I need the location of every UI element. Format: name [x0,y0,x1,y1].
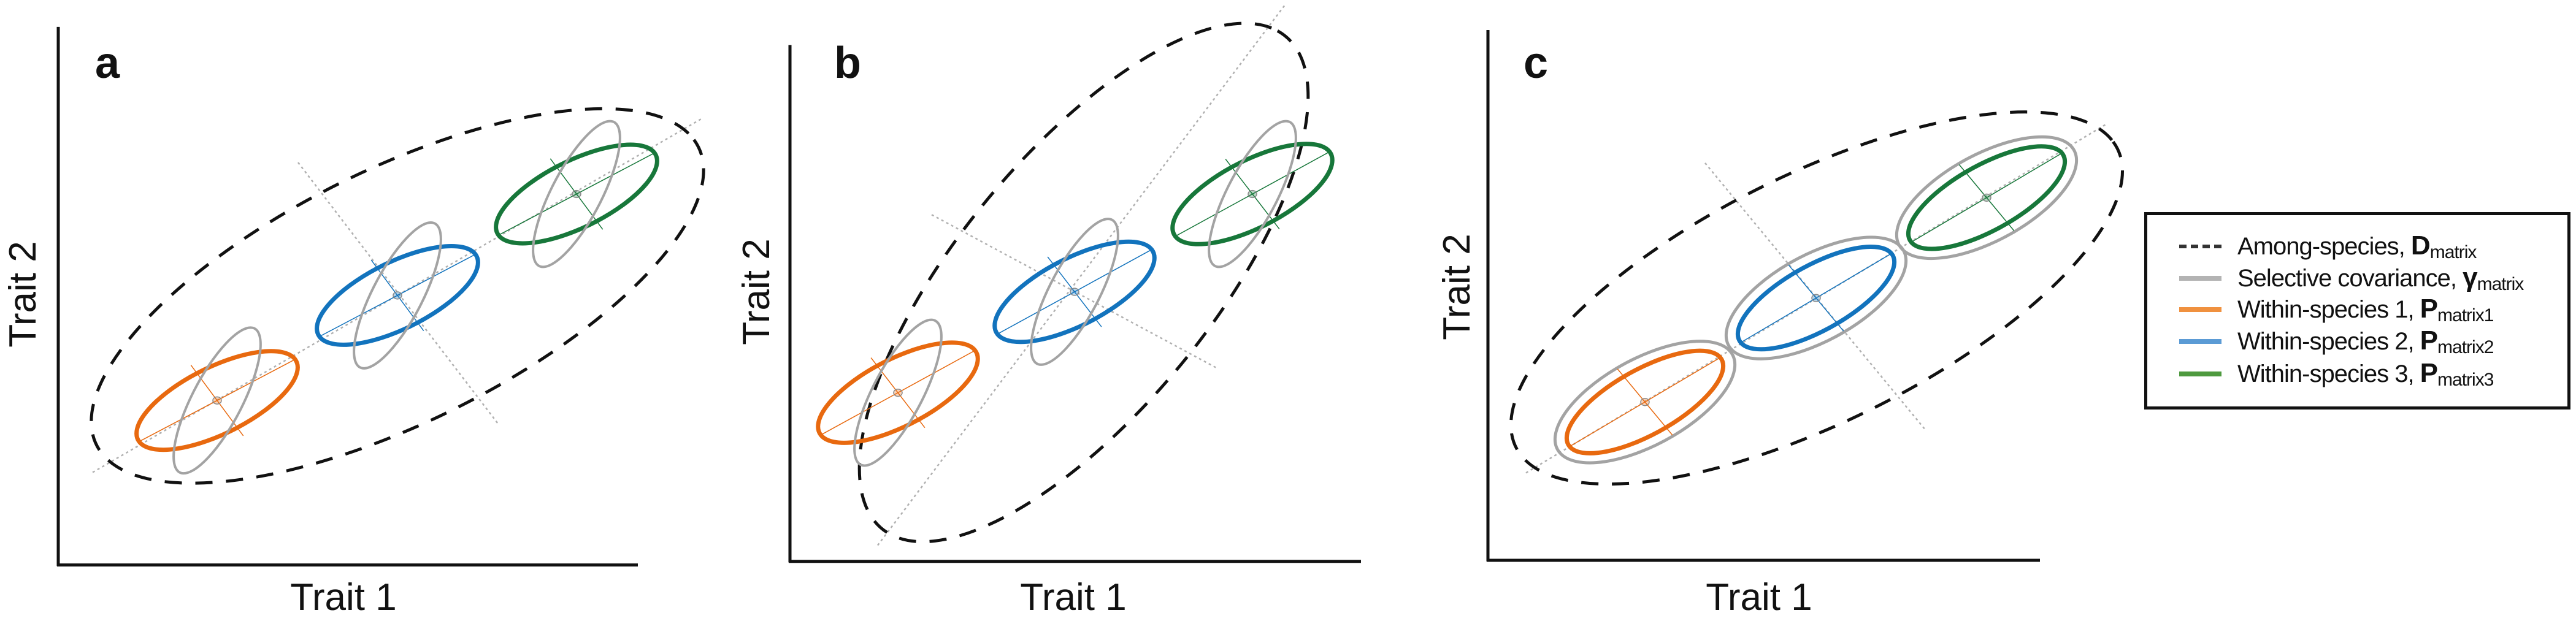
p-matrix-minor-axis [871,358,925,428]
y-axis-label-b: Trait 2 [735,238,778,345]
selective-covariance-ellipse [1014,211,1135,373]
selective-covariance-ellipse [337,215,458,376]
species-mean-point [1982,194,1991,202]
selective-covariance-ellipse [838,312,958,474]
p-matrix-minor-axis [1788,265,1843,331]
species-mean-point [393,292,402,299]
legend-item-within-species-3: Within-species 3, Pmatrix3 [2179,357,2494,391]
species-mean-point [572,191,581,198]
among-species-d-matrix-ellipse [777,0,1391,596]
legend-label: Within-species 2, Pmatrix2 [2237,325,2494,357]
panel-letter-b: b [834,39,861,88]
selective-covariance-ellipse [1873,113,2100,282]
orange-line-swatch [2179,307,2221,312]
p-matrix-minor-axis [1959,164,2014,230]
p-matrix-minor-axis [1225,159,1279,229]
among-species-major-axis [93,119,701,472]
legend-item-among-species: Among-species, Dmatrix [2179,229,2477,264]
x-axis-label-a: Trait 1 [290,576,396,619]
species-mean-point [1070,288,1079,295]
p-matrix-minor-axis [1048,257,1102,327]
species-mean-point [1812,294,1820,302]
y-axis-label-c: Trait 2 [1436,234,1478,340]
selective-covariance-ellipse [1192,113,1313,275]
grey-line-swatch [2179,276,2221,281]
species-mean-point [1641,398,1649,406]
legend-item-within-species-2: Within-species 2, Pmatrix2 [2179,324,2494,359]
green-line-swatch [2179,371,2221,376]
legend-label: Selective covariance, γmatrix [2237,262,2524,294]
species-mean-point [213,397,221,404]
species-mean-point [894,389,902,397]
panel-c [1446,30,2188,562]
selective-covariance-ellipse [157,319,277,481]
y-axis-label-a: Trait 2 [2,241,44,347]
x-axis-label-c: Trait 1 [1706,576,1812,619]
panel-letter-a: a [95,39,120,88]
legend-item-within-species-1: Within-species 1, Pmatrix1 [2179,292,2494,327]
selective-covariance-ellipse [1531,318,1758,486]
among-species-major-axis [878,4,1286,546]
p-matrix-minor-axis [550,159,602,229]
dashed-line-swatch [2179,245,2221,248]
legend-item-selective-covariance: Selective covariance, γmatrix [2179,261,2524,295]
legend-label: Among-species, Dmatrix [2237,230,2477,262]
among-species-d-matrix-ellipse [1446,41,2188,555]
legend: Among-species, Dmatrix Selective covaria… [2144,212,2570,410]
species-mean-point [1248,191,1257,198]
p-matrix-minor-axis [191,365,243,436]
panel-letter-c: c [1524,39,1548,88]
p-matrix-minor-axis [371,260,423,330]
legend-label: Within-species 3, Pmatrix3 [2237,357,2494,390]
panel-b [777,0,1391,596]
blue-line-swatch [2179,339,2221,344]
panel-a [25,27,770,566]
among-species-d-matrix-ellipse [25,37,770,555]
legend-label: Within-species 1, Pmatrix1 [2237,293,2494,326]
x-axis-label-b: Trait 1 [1020,576,1126,619]
selective-covariance-ellipse [516,113,637,275]
p-matrix-minor-axis [1617,369,1672,435]
